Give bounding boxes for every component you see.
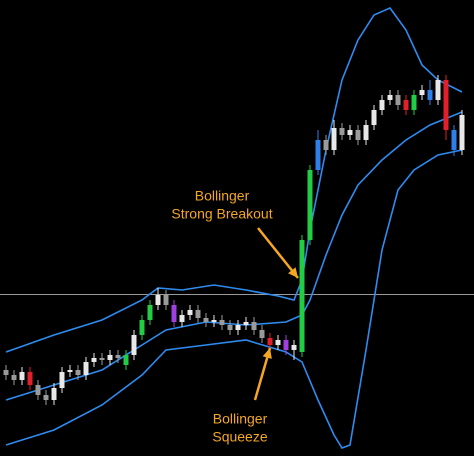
candle-body [35,385,41,395]
candle-body [355,130,361,140]
candle-body [75,370,81,375]
candle-body [235,325,241,330]
candle-body [259,330,265,338]
candle-body [395,95,401,105]
candle-body [419,90,425,95]
candle-body [403,100,409,110]
candle-body [123,355,129,365]
candle-body [155,295,161,305]
candle-body [411,95,417,110]
candle-body [275,340,281,345]
candle-body [163,295,169,305]
annotation: Bollinger [213,411,268,427]
candle-body [187,310,193,315]
candle-body [43,395,49,400]
candle-body [339,128,345,135]
arrow-head [288,267,298,278]
candle-body [347,130,353,135]
candle-body [387,95,393,100]
candle-body [299,240,305,352]
candle-body [459,115,465,150]
candle-body [315,140,321,170]
candle-body [363,125,369,140]
candle-body [19,372,25,380]
candle-body [147,305,153,320]
candle-body [179,315,185,322]
candle-body [115,355,121,358]
bollinger-band [5,149,463,449]
annotation: Bollinger [195,188,250,204]
candle-body [67,370,73,372]
candle-body [323,140,329,150]
candle-body [243,322,249,325]
candle-body [371,110,377,125]
candle-body [451,130,457,150]
candle-body [227,325,233,330]
candle-body [379,100,385,110]
candle-body [203,318,209,322]
candle-body [27,372,33,385]
candle-body [171,305,177,322]
candle-body [139,320,145,335]
candle-body [83,362,89,375]
candle-body [443,80,449,130]
arrow-head [262,348,272,359]
annotation: Squeeze [212,429,267,445]
candle-body [51,388,57,400]
candle-body [291,345,297,350]
candle-body [307,170,313,240]
candle-body [11,375,17,380]
candle-body [219,320,225,325]
candle-body [251,322,257,330]
annotation-arrow [257,227,299,279]
candle-body [435,80,441,100]
candle-body [3,370,9,375]
candle-body [99,358,105,360]
candle-body [267,338,273,345]
candle-body [91,358,97,362]
candle-body [331,128,337,150]
candle-body [59,372,65,388]
annotation: Strong Breakout [171,206,272,222]
candle-body [107,355,113,360]
candle-body [131,335,137,355]
candle-body [427,90,433,100]
candle-body [283,340,289,350]
candle-body [211,320,217,322]
candle-body [195,310,201,318]
